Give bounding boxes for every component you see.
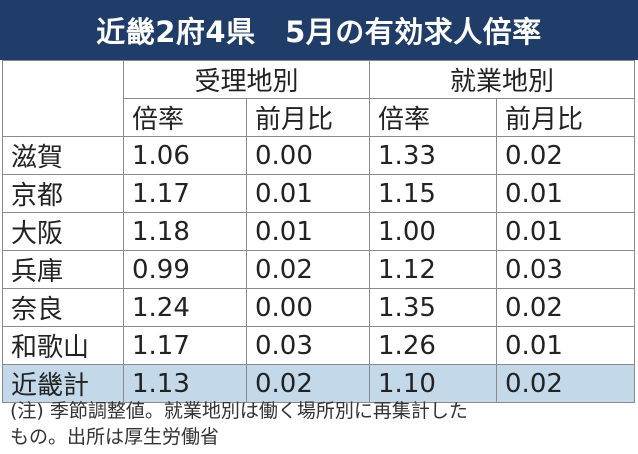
cell-value: 0.01 <box>245 212 371 251</box>
group-header-acceptance: 受理地別 <box>122 60 371 99</box>
cell-value: 1.24 <box>123 288 247 327</box>
corner-cell <box>2 60 124 137</box>
cell-value: 1.18 <box>123 212 247 251</box>
table-row: 京都 1.17 0.01 1.15 0.01 <box>2 174 636 213</box>
sub-header-mom: 前月比 <box>245 98 371 137</box>
cell-value: 0.00 <box>245 136 371 175</box>
table-row: 奈良 1.24 0.00 1.35 0.02 <box>2 288 636 327</box>
cell-value: 0.01 <box>496 174 636 213</box>
cell-value: 0.01 <box>245 174 371 213</box>
cell-value: 1.06 <box>123 136 247 175</box>
prefecture-name: 滋賀 <box>2 136 124 175</box>
total-row: 近畿計 1.13 0.02 1.10 0.02 <box>2 364 636 403</box>
cell-value: 1.10 <box>369 364 498 403</box>
group-header-workplace: 就業地別 <box>369 60 636 99</box>
prefecture-name: 兵庫 <box>2 250 124 289</box>
cell-value: 0.99 <box>123 250 247 289</box>
table-title: 近畿2府4県 5月の有効求人倍率 <box>0 0 638 60</box>
cell-value: 0.02 <box>245 364 371 403</box>
cell-value: 1.26 <box>369 326 498 365</box>
footnote-line: (注) 季節調整値。就業地別は働く場所別に再集計した <box>10 400 468 422</box>
cell-value: 1.12 <box>369 250 498 289</box>
table-row: 大阪 1.18 0.01 1.00 0.01 <box>2 212 636 251</box>
table-row: 滋賀 1.06 0.00 1.33 0.02 <box>2 136 636 175</box>
job-ratio-table: 受理地別 就業地別 倍率 前月比 倍率 前月比 滋賀 1.06 0.00 1.3… <box>2 60 636 403</box>
cell-value: 0.02 <box>245 250 371 289</box>
table-row: 和歌山 1.17 0.03 1.26 0.01 <box>2 326 636 365</box>
sub-header-ratio: 倍率 <box>369 98 498 137</box>
cell-value: 1.00 <box>369 212 498 251</box>
cell-value: 0.02 <box>496 288 636 327</box>
prefecture-name: 奈良 <box>2 288 124 327</box>
cell-value: 1.15 <box>369 174 498 213</box>
cell-value: 1.33 <box>369 136 498 175</box>
group-header-row: 受理地別 就業地別 <box>2 60 636 137</box>
cell-value: 1.17 <box>123 174 247 213</box>
sub-header-ratio: 倍率 <box>123 98 247 137</box>
cell-value: 0.03 <box>245 326 371 365</box>
table-row: 兵庫 0.99 0.02 1.12 0.03 <box>2 250 636 289</box>
cell-value: 1.35 <box>369 288 498 327</box>
prefecture-name: 大阪 <box>2 212 124 251</box>
cell-value: 0.02 <box>496 136 636 175</box>
cell-value: 0.01 <box>496 212 636 251</box>
footnote-line: もの。出所は厚生労働省 <box>10 426 220 448</box>
prefecture-name: 京都 <box>2 174 124 213</box>
cell-value: 0.03 <box>496 250 636 289</box>
cell-value: 1.17 <box>123 326 247 365</box>
prefecture-name: 和歌山 <box>2 326 124 365</box>
total-label: 近畿計 <box>2 364 124 403</box>
footnote: (注) 季節調整値。就業地別は働く場所別に再集計した もの。出所は厚生労働省 <box>10 398 630 450</box>
cell-value: 0.02 <box>496 364 636 403</box>
cell-value: 1.13 <box>123 364 247 403</box>
cell-value: 0.00 <box>245 288 371 327</box>
cell-value: 0.01 <box>496 326 636 365</box>
sub-header-mom: 前月比 <box>496 98 636 137</box>
